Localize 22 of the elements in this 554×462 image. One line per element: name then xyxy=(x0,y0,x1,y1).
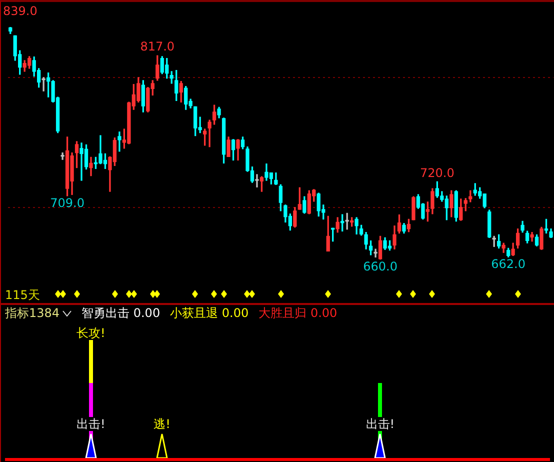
candlestick xyxy=(60,152,64,160)
candlestick xyxy=(345,212,349,230)
text: 115天 xyxy=(5,288,40,302)
text: 长攻! xyxy=(76,326,106,340)
text: 小获且退 0.00 xyxy=(170,305,249,322)
annotation: 660.0 xyxy=(363,260,398,274)
candlestick xyxy=(208,120,212,148)
text: 出击! xyxy=(76,417,106,431)
annotation: 662.0 xyxy=(491,257,526,272)
annotation: 709.0 xyxy=(50,196,84,210)
text: 指标1384 xyxy=(5,305,60,322)
text: 839.0 xyxy=(3,4,38,18)
annotation: 817.0 xyxy=(140,40,175,54)
candlestick xyxy=(42,77,46,92)
text: 出击! xyxy=(366,417,395,431)
text: 智勇出击 0.00 xyxy=(82,305,160,322)
text: 大胜且归 0.00 xyxy=(258,305,338,322)
text: 逃! xyxy=(154,417,170,431)
candlestick xyxy=(255,174,259,188)
annotation: 720.0 xyxy=(420,166,454,180)
candlestick xyxy=(118,132,122,152)
candlestick xyxy=(374,248,378,258)
